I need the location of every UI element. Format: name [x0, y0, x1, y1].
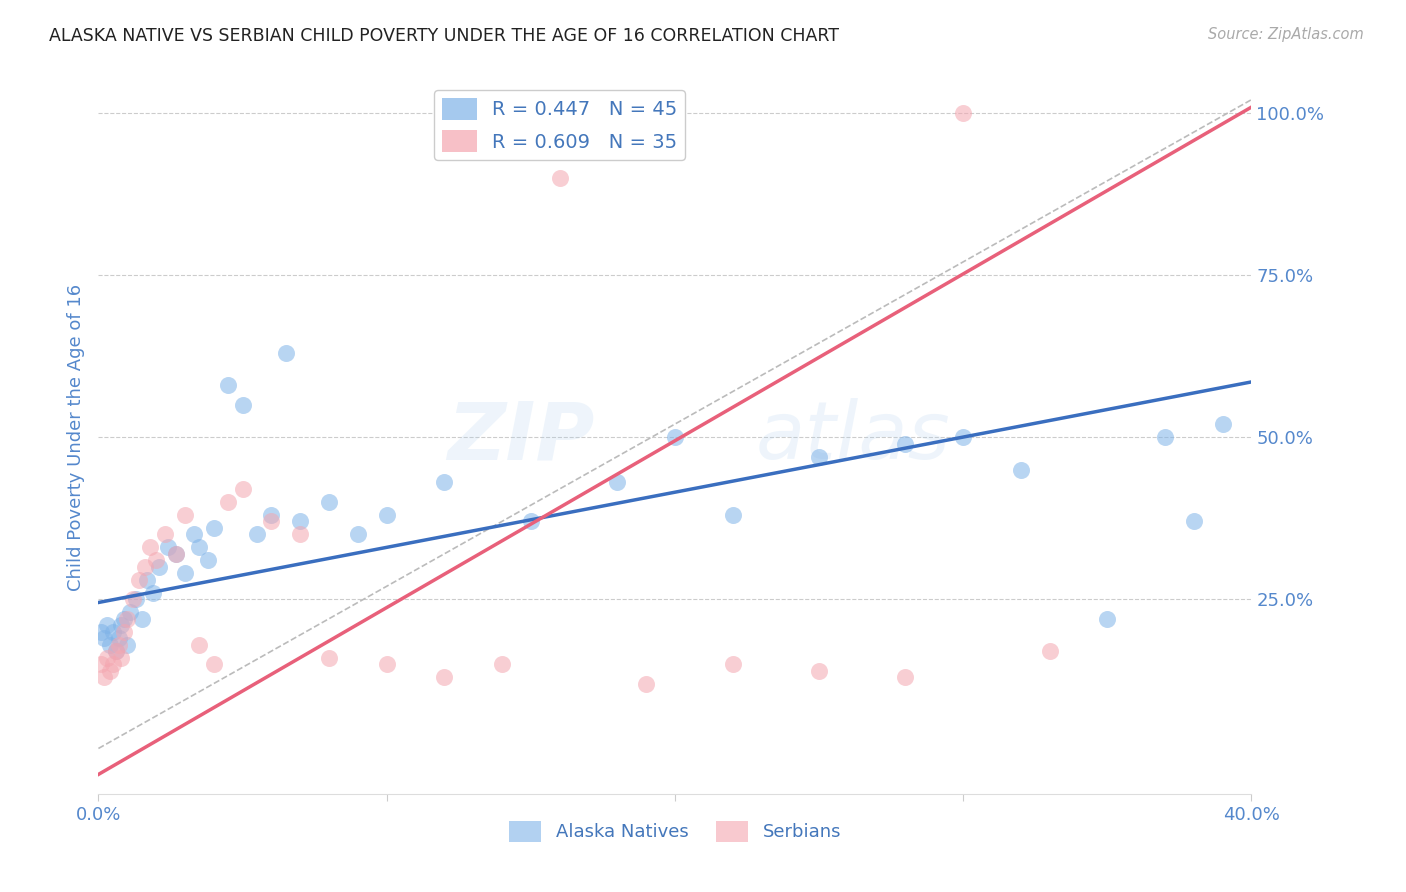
Point — [153, 527, 176, 541]
Point — [606, 475, 628, 490]
Point — [491, 657, 513, 672]
Point — [188, 638, 211, 652]
Point — [98, 664, 121, 678]
Point — [636, 676, 658, 690]
Point — [96, 650, 118, 665]
Point — [145, 553, 167, 567]
Point — [110, 618, 132, 632]
Point — [117, 638, 139, 652]
Point — [217, 495, 239, 509]
Point — [318, 495, 340, 509]
Point — [246, 527, 269, 541]
Point — [548, 170, 571, 185]
Point — [894, 436, 917, 450]
Point — [148, 559, 170, 574]
Point — [520, 515, 543, 529]
Point — [290, 515, 312, 529]
Point — [231, 398, 254, 412]
Point — [217, 378, 239, 392]
Point — [174, 566, 197, 581]
Point — [231, 482, 254, 496]
Text: ALASKA NATIVE VS SERBIAN CHILD POVERTY UNDER THE AGE OF 16 CORRELATION CHART: ALASKA NATIVE VS SERBIAN CHILD POVERTY U… — [49, 27, 839, 45]
Point — [433, 475, 456, 490]
Point — [375, 508, 398, 522]
Point — [1154, 430, 1177, 444]
Point — [90, 657, 112, 672]
Point — [433, 670, 456, 684]
Point — [104, 644, 127, 658]
Point — [202, 657, 225, 672]
Point — [142, 586, 165, 600]
Point — [260, 508, 283, 522]
Point — [183, 527, 205, 541]
Point — [107, 631, 129, 645]
Point — [128, 573, 150, 587]
Point — [165, 547, 187, 561]
Point — [808, 450, 831, 464]
Point — [101, 624, 124, 639]
Point — [139, 541, 162, 555]
Point — [721, 657, 744, 672]
Text: atlas: atlas — [755, 398, 950, 476]
Point — [202, 521, 225, 535]
Point — [104, 644, 127, 658]
Point — [107, 638, 129, 652]
Point — [197, 553, 219, 567]
Point — [98, 638, 121, 652]
Point — [1182, 515, 1205, 529]
Point — [112, 612, 135, 626]
Point — [131, 612, 153, 626]
Point — [188, 541, 211, 555]
Point — [1212, 417, 1234, 431]
Point — [952, 430, 974, 444]
Point — [112, 624, 135, 639]
Point — [134, 559, 156, 574]
Point — [290, 527, 312, 541]
Point — [808, 664, 831, 678]
Point — [93, 631, 115, 645]
Point — [136, 573, 159, 587]
Point — [90, 624, 112, 639]
Point — [1039, 644, 1062, 658]
Point — [93, 670, 115, 684]
Point — [117, 612, 139, 626]
Point — [375, 657, 398, 672]
Point — [96, 618, 118, 632]
Point — [122, 592, 145, 607]
Point — [125, 592, 148, 607]
Point — [101, 657, 124, 672]
Point — [346, 527, 368, 541]
Text: ZIP: ZIP — [447, 398, 595, 476]
Point — [165, 547, 187, 561]
Point — [318, 650, 340, 665]
Point — [1097, 612, 1119, 626]
Point — [156, 541, 179, 555]
Legend: Alaska Natives, Serbians: Alaska Natives, Serbians — [502, 814, 848, 849]
Point — [120, 605, 142, 619]
Point — [1010, 462, 1032, 476]
Point — [174, 508, 197, 522]
Y-axis label: Child Poverty Under the Age of 16: Child Poverty Under the Age of 16 — [66, 284, 84, 591]
Point — [664, 430, 686, 444]
Point — [274, 345, 297, 359]
Point — [952, 105, 974, 120]
Point — [721, 508, 744, 522]
Point — [110, 650, 132, 665]
Point — [894, 670, 917, 684]
Point — [260, 515, 283, 529]
Text: Source: ZipAtlas.com: Source: ZipAtlas.com — [1208, 27, 1364, 42]
